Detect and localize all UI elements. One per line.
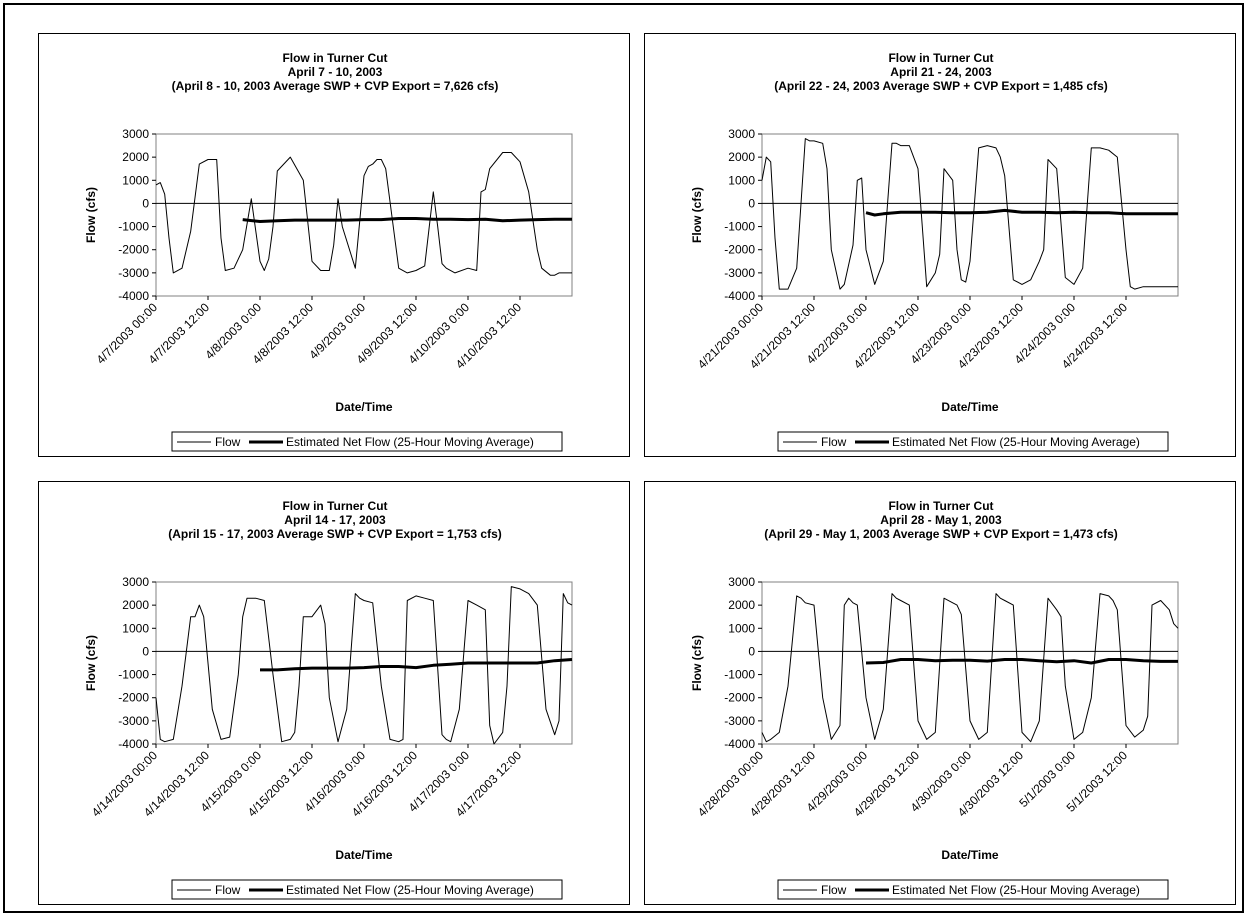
y-tick-label: -4000 <box>118 289 149 303</box>
chart-title-line: April 28 - May 1, 2003 <box>880 513 1002 527</box>
y-tick-label: -1000 <box>724 668 755 682</box>
chart-title-line: (April 29 - May 1, 2003 Average SWP + CV… <box>764 527 1118 541</box>
legend-label-flow: Flow <box>215 883 241 897</box>
legend-label-net-flow: Estimated Net Flow (25-Hour Moving Avera… <box>892 435 1140 449</box>
y-tick-label: 1000 <box>728 173 755 187</box>
chart-title-line: Flow in Turner Cut <box>888 499 993 513</box>
legend-label-net-flow: Estimated Net Flow (25-Hour Moving Avera… <box>286 883 534 897</box>
y-tick-label: -3000 <box>118 266 149 280</box>
y-tick-label: -4000 <box>724 737 755 751</box>
y-tick-label: -2000 <box>118 243 149 257</box>
y-tick-label: 1000 <box>728 621 755 635</box>
chart-title-line: April 7 - 10, 2003 <box>288 65 383 79</box>
chart-panel-3: Flow in Turner Cut April 14 - 17, 2003 (Ap… <box>38 481 630 905</box>
plot-area <box>761 133 1179 297</box>
y-tick-label: 3000 <box>728 575 755 589</box>
y-tick-label: -2000 <box>724 243 755 257</box>
y-tick-label: -3000 <box>118 714 149 728</box>
y-tick-label: 0 <box>142 644 149 658</box>
flow-series-line <box>761 593 1179 743</box>
y-tick-label: -2000 <box>118 691 149 705</box>
y-tick-label: 2000 <box>122 150 149 164</box>
legend-label-flow: Flow <box>215 435 241 449</box>
y-tick-label: -4000 <box>118 737 149 751</box>
y-tick-label: 2000 <box>728 150 755 164</box>
y-tick-label: 2000 <box>122 598 149 612</box>
chart-title-line: Flow in Turner Cut <box>888 51 993 65</box>
chart-title-line: (April 15 - 17, 2003 Average SWP + CVP E… <box>168 527 502 541</box>
y-tick-label: -2000 <box>724 691 755 705</box>
legend-box <box>777 879 1169 900</box>
chart-title-line: April 21 - 24, 2003 <box>890 65 992 79</box>
chart-panel-1: Flow in Turner Cut April 7 - 10, 2003 (Apr… <box>38 33 630 457</box>
chart-title-line: Flow in Turner Cut <box>282 51 387 65</box>
x-axis-label: Date/Time <box>335 848 392 862</box>
plot-area <box>155 133 573 297</box>
legend-box <box>171 431 563 452</box>
y-tick-label: 0 <box>748 196 755 210</box>
legend-label-net-flow: Estimated Net Flow (25-Hour Moving Avera… <box>286 435 534 449</box>
y-tick-label: -1000 <box>118 220 149 234</box>
y-tick-label: -1000 <box>724 220 755 234</box>
net-flow-series-line <box>260 658 573 672</box>
y-tick-label: 2000 <box>728 598 755 612</box>
flow-series-line <box>155 152 572 276</box>
y-axis-label: Flow (cfs) <box>690 187 704 243</box>
y-axis-label: Flow (cfs) <box>690 635 704 691</box>
legend-label-flow: Flow <box>821 435 847 449</box>
y-tick-label: 3000 <box>122 127 149 141</box>
chart-title-line: Flow in Turner Cut <box>282 499 387 513</box>
y-axis-label: Flow (cfs) <box>84 635 98 691</box>
legend-label-net-flow: Estimated Net Flow (25-Hour Moving Avera… <box>892 883 1140 897</box>
x-axis-label: Date/Time <box>941 400 998 414</box>
y-tick-label: 0 <box>748 644 755 658</box>
chart-title-line: (April 22 - 24, 2003 Average SWP + CVP E… <box>774 79 1108 93</box>
chart-panel-4: Flow in Turner Cut April 28 - May 1, 2003… <box>644 481 1236 905</box>
chart-panel-2: Flow in Turner Cut April 21 - 24, 2003 (Ap… <box>644 33 1236 457</box>
y-tick-label: -3000 <box>724 266 755 280</box>
net-flow-series-line <box>865 208 1178 217</box>
figure-frame: Flow in Turner Cut April 7 - 10, 2003 (Apr… <box>3 3 1244 913</box>
flow-series-line <box>761 138 1178 290</box>
legend-box <box>777 431 1169 452</box>
y-tick-label: -4000 <box>724 289 755 303</box>
legend-label-flow: Flow <box>821 883 847 897</box>
y-tick-label: -3000 <box>724 714 755 728</box>
chart-title-line: (April 8 - 10, 2003 Average SWP + CVP Ex… <box>172 79 499 93</box>
y-tick-label: 0 <box>142 196 149 210</box>
y-tick-label: 1000 <box>122 621 149 635</box>
y-tick-label: 3000 <box>122 575 149 589</box>
y-axis-label: Flow (cfs) <box>84 187 98 243</box>
y-tick-label: -1000 <box>118 668 149 682</box>
net-flow-series-line <box>865 658 1178 665</box>
net-flow-series-line <box>242 217 572 223</box>
flow-series-line <box>155 586 573 745</box>
chart-title-line: April 14 - 17, 2003 <box>284 513 386 527</box>
y-tick-label: 1000 <box>122 173 149 187</box>
legend-box <box>171 879 563 900</box>
y-tick-label: 3000 <box>728 127 755 141</box>
x-axis-label: Date/Time <box>941 848 998 862</box>
x-axis-label: Date/Time <box>335 400 392 414</box>
